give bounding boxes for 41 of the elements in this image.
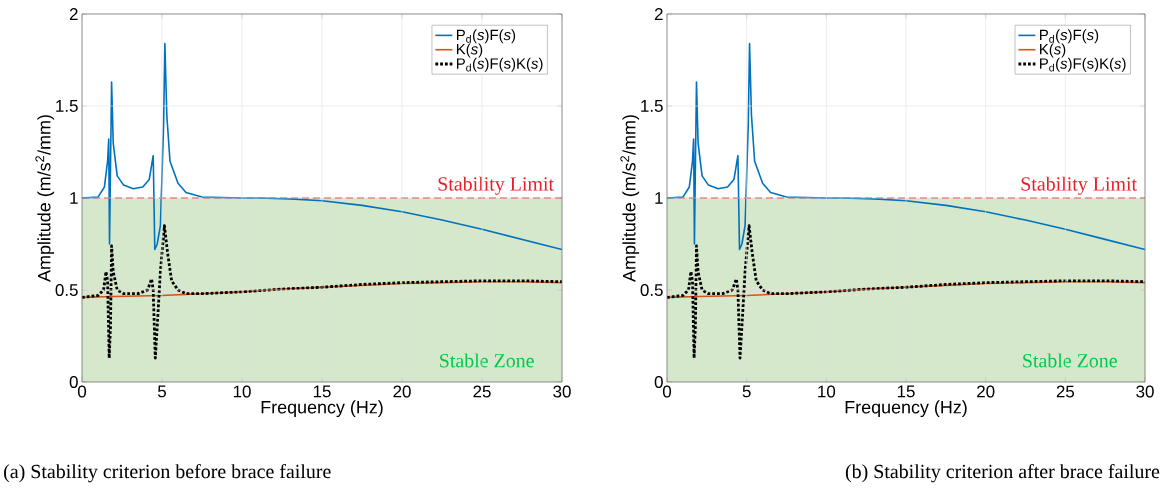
ref-line-label: Stability Limit bbox=[1021, 176, 1137, 195]
y-tick-label: 1.5 bbox=[56, 100, 78, 112]
legend-label: K(s) bbox=[456, 43, 483, 58]
y-tick-label: 1 bbox=[655, 192, 663, 204]
y-tick-label: 2 bbox=[69, 8, 78, 20]
x-tick-label: 5 bbox=[742, 385, 751, 398]
x-tick-label: 10 bbox=[818, 385, 836, 398]
x-tick-label: 0 bbox=[77, 385, 87, 398]
band-label: Stable Zone bbox=[440, 353, 534, 368]
y-tick-label: 0 bbox=[69, 376, 78, 388]
y-tick-label: 1.5 bbox=[641, 100, 663, 112]
x-axis-title: Frequency (Hz) bbox=[845, 400, 967, 418]
band-label: Stable Zone bbox=[1023, 353, 1117, 368]
x-tick-label: 20 bbox=[393, 385, 411, 398]
x-tick-label: 15 bbox=[897, 385, 915, 398]
x-tick-label: 20 bbox=[977, 385, 995, 398]
text: (a) Stability criterion before brace failure bbox=[4, 463, 331, 483]
y-tick-label: 0.5 bbox=[55, 284, 78, 296]
x-tick-label: 30 bbox=[1136, 385, 1154, 398]
y-tick-label: 2 bbox=[654, 8, 663, 20]
legend-label: P$_{d}$(s)F(s) bbox=[456, 29, 516, 44]
legend-label: P$_{d}$(s)F(s) bbox=[1040, 29, 1099, 44]
ref-line-label: Stability Limit bbox=[438, 176, 554, 195]
x-tick-label: 15 bbox=[313, 385, 331, 398]
x-tick-label: 25 bbox=[473, 385, 491, 398]
x-tick-label: 5 bbox=[157, 385, 166, 398]
y-tick-label: 1 bbox=[70, 192, 78, 204]
x-tick-label: 25 bbox=[1056, 385, 1075, 398]
y-tick-label: 0 bbox=[654, 376, 663, 388]
line-series bbox=[667, 280, 1146, 299]
legend-label: P$_{d}$(s)F(s)K(s) bbox=[456, 57, 543, 72]
legend-label: P$_{d}$(s)F(s)K(s) bbox=[1040, 57, 1126, 72]
x-tick-label: 30 bbox=[553, 385, 571, 398]
x-tick-label: 10 bbox=[233, 385, 251, 398]
y-tick-label: 0.5 bbox=[640, 284, 663, 296]
text: (b) Stability criterion after brace failure bbox=[845, 463, 1160, 483]
y-axis-title: Amplitude (m/s$^{2}$/mm) bbox=[620, 115, 640, 282]
x-tick-label: 0 bbox=[662, 385, 672, 398]
x-axis-title: Frequency (Hz) bbox=[261, 400, 383, 418]
y-axis-title: Amplitude (m/s$^{2}$/mm) bbox=[35, 115, 55, 282]
legend-label: K(s) bbox=[1040, 43, 1066, 58]
